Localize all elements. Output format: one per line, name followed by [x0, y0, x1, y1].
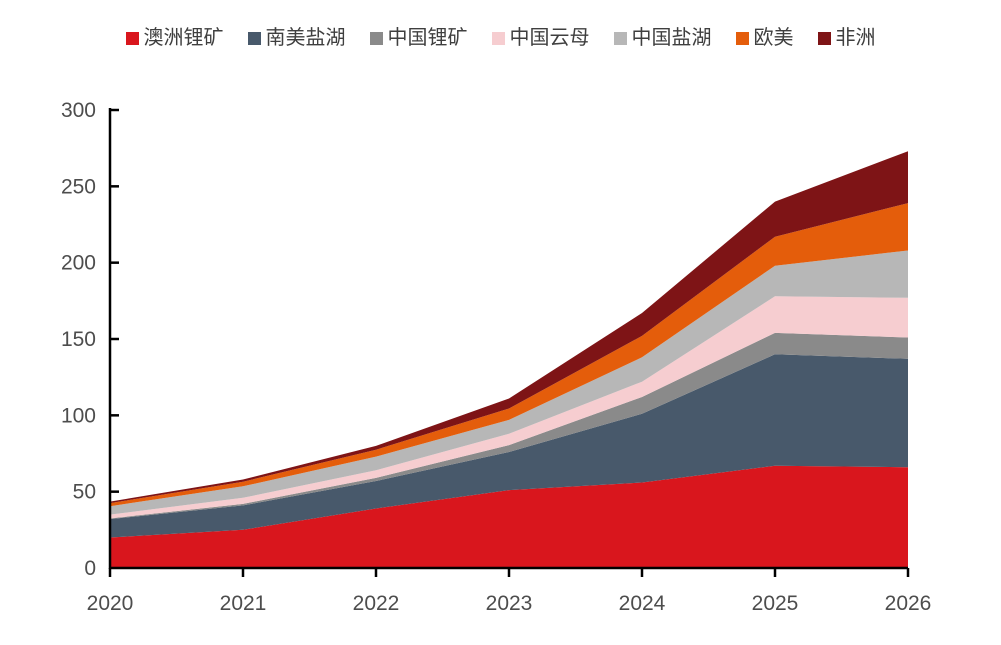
legend-swatch-icon	[491, 31, 505, 45]
x-tick-label: 2025	[752, 592, 799, 615]
y-tick-label: 0	[84, 557, 96, 580]
x-tick-label: 2023	[486, 592, 533, 615]
x-tick-label: 2024	[619, 592, 666, 615]
legend-item-5: 欧美	[735, 27, 794, 49]
x-tick-label: 2026	[885, 592, 932, 615]
legend-item-2: 中国锂矿	[369, 27, 468, 49]
legend-label: 南美盐湖	[265, 27, 346, 49]
legend-label: 中国盐湖	[631, 27, 712, 49]
legend-item-1: 南美盐湖	[247, 27, 346, 49]
legend-item-0: 澳洲锂矿	[125, 27, 224, 49]
legend-swatch-icon	[125, 31, 139, 45]
y-tick-label: 300	[61, 99, 96, 122]
legend-item-3: 中国云母	[491, 27, 590, 49]
legend-label: 澳洲锂矿	[143, 27, 224, 49]
chart-legend: 澳洲锂矿 南美盐湖 中国锂矿 中国云母 中国盐湖 欧美 非洲	[0, 28, 1001, 48]
legend-swatch-icon	[247, 31, 261, 45]
area-band-3	[110, 296, 908, 519]
legend-label: 非洲	[835, 27, 876, 49]
y-tick-label: 50	[73, 481, 96, 504]
legend-item-4: 中国盐湖	[613, 27, 712, 49]
area-band-1	[110, 354, 908, 538]
x-tick-label: 2021	[220, 592, 267, 615]
y-tick-label: 150	[61, 328, 96, 351]
x-tick-label: 2020	[87, 592, 134, 615]
legend-swatch-icon	[369, 31, 383, 45]
x-tick-label: 2022	[353, 592, 400, 615]
area-band-0	[110, 465, 908, 568]
legend-label: 中国云母	[509, 27, 590, 49]
legend-item-6: 非洲	[817, 27, 876, 49]
area-band-4	[110, 250, 908, 515]
y-tick-label: 100	[61, 404, 96, 427]
legend-label: 欧美	[753, 27, 794, 49]
legend-swatch-icon	[735, 31, 749, 45]
area-band-5	[110, 203, 908, 507]
area-band-6	[110, 151, 908, 504]
legend-label: 中国锂矿	[387, 27, 468, 49]
legend-swatch-icon	[817, 31, 831, 45]
legend-swatch-icon	[613, 31, 627, 45]
y-tick-label: 250	[61, 175, 96, 198]
area-band-2	[110, 332, 908, 520]
y-tick-label: 200	[61, 252, 96, 275]
